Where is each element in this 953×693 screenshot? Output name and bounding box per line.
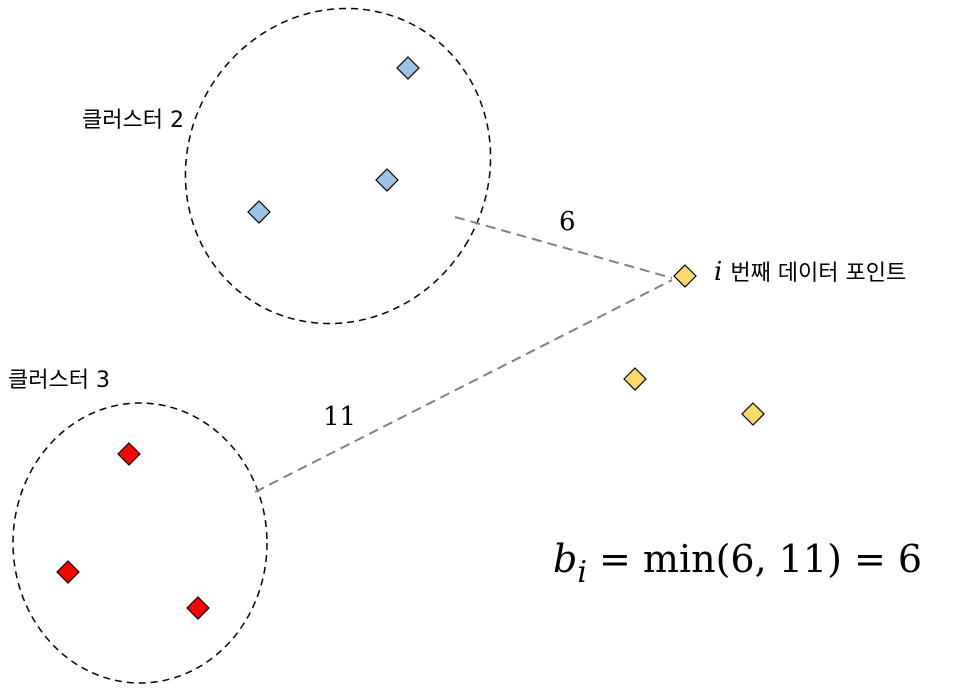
target-point-label: i 번째 데이터 포인트 [714,257,906,287]
formula-body: = min(6, 11) = 6 [587,537,922,581]
own-cluster-point [741,402,765,426]
cluster-2-label: 클러스터 2 [82,108,184,133]
distance-line-cluster-3 [254,279,673,493]
distance-label-cluster-3: 11 [323,402,356,432]
cluster-2-point [375,168,399,192]
cluster-3-points [56,442,210,620]
cluster-2-point [247,200,271,224]
cluster-2-points [247,56,420,224]
formula-subscript: i [577,555,587,590]
formula-variable: b [553,537,577,581]
target-data-point [673,264,697,288]
own-cluster-point [623,367,647,391]
cluster-3-point [186,596,210,620]
cluster-2-point [396,56,420,80]
distance-line-cluster-2 [454,216,673,279]
target-label-text: 번째 데이터 포인트 [730,261,906,286]
own-cluster-points [623,264,765,426]
cluster-3-label: 클러스터 3 [8,368,110,393]
formula: bi = min(6, 11) = 6 [553,537,922,590]
cluster-3-boundary [12,402,268,684]
target-index-symbol: i [714,257,722,287]
cluster-2-boundary [184,7,492,325]
cluster-3-point [56,560,80,584]
distance-label-cluster-2: 6 [559,207,576,237]
cluster-3-point [117,442,141,466]
